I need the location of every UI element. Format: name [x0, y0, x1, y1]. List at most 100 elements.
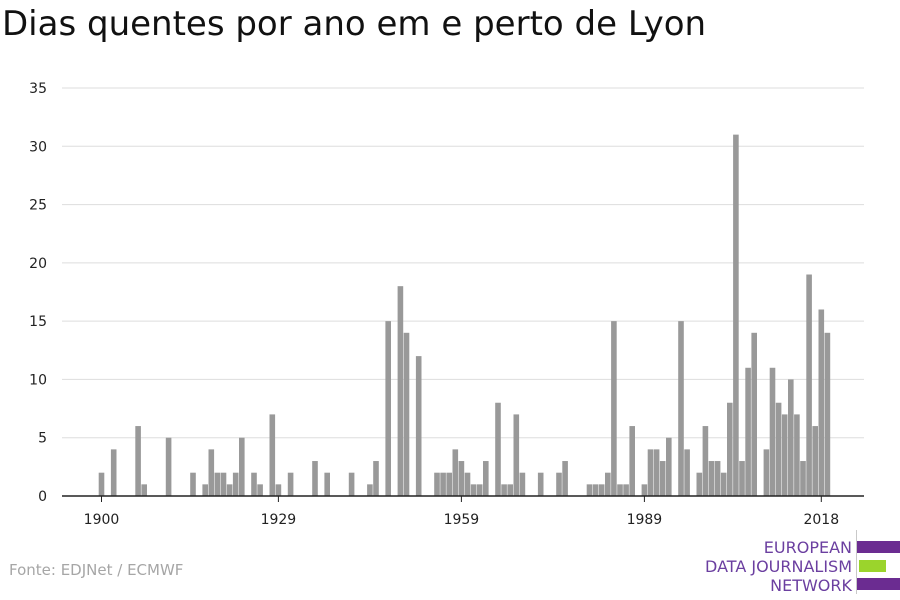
bar-2000	[708, 461, 715, 496]
bar-1985	[617, 484, 623, 496]
bar-2010	[769, 367, 776, 496]
y-tick-label: 5	[38, 431, 47, 447]
bar-1968	[513, 414, 520, 496]
bar-1972	[537, 472, 544, 496]
bar-2012	[781, 414, 788, 496]
bar-2015	[800, 461, 806, 496]
logo-text: EUROPEAN DATA JOURNALISM NETWORK	[705, 538, 852, 595]
bar-1966	[501, 484, 507, 496]
bar-2002	[720, 472, 727, 496]
y-tick-label: 35	[29, 81, 47, 97]
y-tick-label: 0	[38, 489, 47, 505]
bar-1956	[440, 472, 446, 496]
logo-bar-bottom	[857, 578, 900, 590]
x-tick-label: 2018	[803, 512, 839, 528]
bar-2003	[727, 402, 733, 496]
bar-1965	[495, 402, 501, 496]
bar-1945	[373, 461, 379, 496]
bar-2013	[788, 379, 794, 496]
bar-1963	[483, 461, 489, 496]
bar-1976	[562, 461, 568, 496]
logo-line-3: NETWORK	[770, 576, 852, 595]
bar-2001	[714, 461, 721, 496]
bar-2019	[824, 332, 831, 496]
y-tick-label: 10	[29, 372, 47, 388]
bar-2016	[806, 274, 812, 496]
x-tick-label: 1959	[444, 512, 480, 528]
bars	[98, 134, 831, 496]
bar-1947	[385, 321, 391, 496]
bar-1925	[251, 472, 257, 496]
bar-1900	[98, 472, 105, 496]
y-tick-label: 30	[29, 139, 47, 155]
edjnet-logo: EUROPEAN DATA JOURNALISM NETWORK	[700, 530, 900, 595]
bar-1999	[702, 426, 709, 496]
grid-lines	[62, 87, 864, 439]
bar-1923	[239, 437, 245, 496]
y-tick-label: 25	[29, 198, 47, 214]
bar-1931	[287, 472, 294, 496]
bar-1958	[452, 449, 459, 496]
bar-1983	[605, 472, 611, 496]
logo-divider	[856, 530, 857, 594]
bar-1915	[190, 472, 196, 496]
bar-1957	[446, 472, 452, 496]
bar-1907	[141, 484, 147, 496]
bar-1950	[403, 332, 410, 496]
logo-line-1: EUROPEAN	[763, 538, 852, 557]
bar-1935	[312, 461, 318, 496]
bar-2005	[739, 461, 745, 496]
bar-1962	[476, 484, 483, 496]
bar-1969	[519, 472, 526, 496]
source-note: Fonte: EDJNet / ECMWF	[9, 561, 184, 579]
x-tick-label: 1929	[261, 512, 297, 528]
bar-1928	[269, 414, 276, 496]
bar-2011	[775, 402, 782, 496]
bar-1998	[696, 472, 703, 496]
bar-1967	[507, 484, 513, 496]
bar-1919	[214, 472, 221, 496]
bar-1937	[324, 472, 330, 496]
bar-1949	[397, 286, 404, 496]
bar-2007	[751, 332, 757, 496]
bar-1944	[367, 484, 373, 496]
bar-1952	[415, 356, 422, 496]
logo-line-2: DATA JOURNALISM	[705, 557, 852, 576]
bar-2006	[745, 367, 751, 496]
bar-1917	[202, 484, 208, 496]
bar-chart: 0 5 10 15 20 25 30 35 1900 1929 1959 1989 2018	[29, 81, 864, 528]
y-tick-label: 15	[29, 314, 47, 330]
bar-1920	[220, 472, 227, 496]
bar-1986	[623, 484, 629, 496]
logo-bar-middle	[859, 560, 886, 572]
bar-2004	[733, 134, 739, 496]
bar-1911	[165, 437, 172, 496]
bar-1902	[110, 449, 117, 496]
bar-1989	[641, 484, 648, 496]
bar-1990	[647, 449, 654, 496]
bar-1982	[598, 484, 605, 496]
bar-1981	[592, 484, 599, 496]
bar-1995	[678, 321, 684, 496]
x-tick-label: 1989	[627, 512, 663, 528]
bar-1959	[458, 461, 465, 496]
bar-2014	[794, 414, 800, 496]
bar-1941	[348, 472, 355, 496]
y-tick-label: 20	[29, 256, 47, 272]
bar-1926	[257, 484, 263, 496]
bar-1918	[208, 449, 215, 496]
bar-1929	[275, 484, 282, 496]
bar-1992	[659, 461, 666, 496]
bar-1961	[470, 484, 477, 496]
bar-1975	[556, 472, 562, 496]
bar-1922	[232, 472, 239, 496]
bar-1960	[464, 472, 471, 496]
bar-2009	[763, 449, 770, 496]
bar-1993	[666, 437, 672, 496]
bar-1987	[629, 426, 635, 496]
x-tick-label: 1900	[84, 512, 120, 528]
bar-1991	[653, 449, 660, 496]
bar-2018	[818, 309, 825, 496]
bar-1921	[226, 484, 233, 496]
chart-title: Dias quentes por ano em e perto de Lyon	[2, 4, 707, 44]
